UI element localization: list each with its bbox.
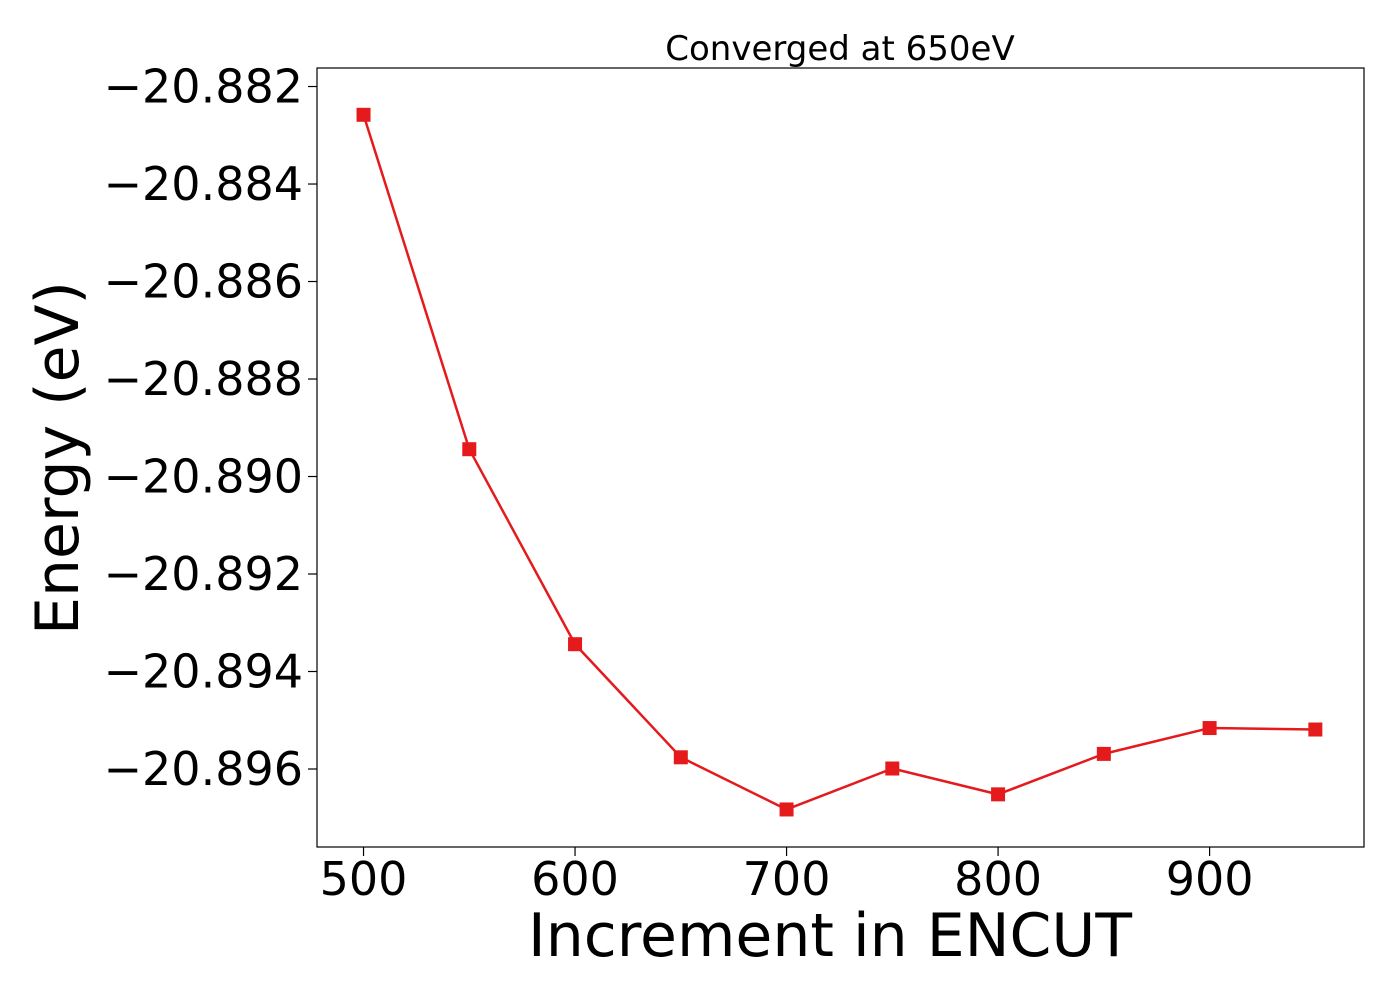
y-tick-label: −20.892 [104,547,304,601]
data-point-marker [568,637,583,652]
y-tick-label: −20.886 [104,255,304,309]
data-point-marker [991,787,1006,802]
data-point-marker [779,802,794,817]
y-tick-label: −20.896 [104,742,304,796]
y-tick-label: −20.894 [104,645,304,699]
data-point-marker [885,761,900,776]
x-tick-label: 700 [743,852,831,906]
x-tick-label: 900 [1166,852,1254,906]
x-axis-label: Increment in ENCUT [528,901,1132,971]
data-point-marker [1202,721,1217,736]
series-line [362,114,1316,811]
y-axis-label: Energy (eV) [23,281,93,635]
data-point-marker [1096,746,1111,761]
data-point-marker [462,442,477,457]
y-tick-label: −20.888 [104,352,304,406]
x-tick-label: 800 [954,852,1042,906]
chart-title: Converged at 650eV [665,29,1014,69]
data-point-marker [356,107,371,122]
x-tick-label: 600 [531,852,619,906]
y-tick-label: −20.882 [104,60,304,114]
data-point-marker [673,750,688,765]
x-tick-label: 500 [320,852,408,906]
plot-area-frame [316,67,1365,848]
series-layer [356,107,1323,817]
y-tick-label: −20.890 [104,450,304,504]
y-axis-ticks: −20.882 −20.884 −20.886 −20.888 −20.890 −20.8… [104,60,317,796]
x-axis-ticks: 500 600 700 800 900 [320,847,1254,906]
data-point-marker [1308,722,1323,737]
y-tick-label: −20.884 [104,157,304,211]
